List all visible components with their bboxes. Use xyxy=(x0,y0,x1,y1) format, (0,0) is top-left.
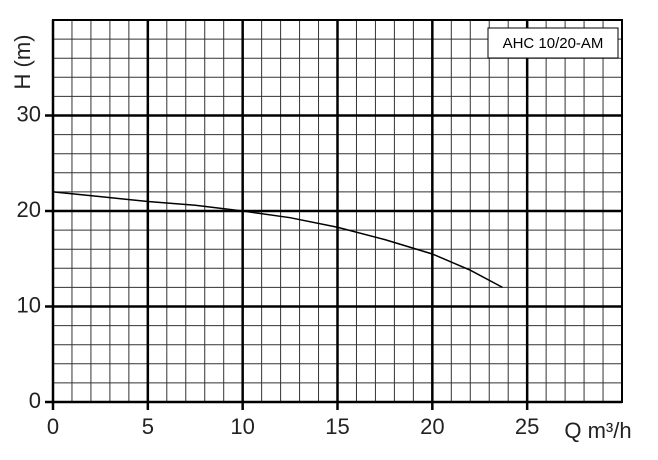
x-tick-label: 10 xyxy=(230,414,254,439)
y-axis-label: H (m) xyxy=(10,35,35,90)
x-tick-label: 5 xyxy=(142,414,154,439)
y-tick-label: 0 xyxy=(29,388,41,413)
y-tick-label: 20 xyxy=(17,197,41,222)
x-tick-label: 0 xyxy=(47,414,59,439)
title-box xyxy=(487,27,619,59)
y-tick-label: 30 xyxy=(17,101,41,126)
x-tick-label: 25 xyxy=(515,414,539,439)
x-tick-label: 15 xyxy=(325,414,349,439)
plot-frame xyxy=(52,19,623,403)
x-axis-label: Q m³/h xyxy=(564,418,631,443)
x-tick-label: 20 xyxy=(420,414,444,439)
chart-title: AHC 10/20-AM xyxy=(503,35,604,52)
pump-curve xyxy=(52,191,503,289)
y-tick-label: 10 xyxy=(17,292,41,317)
